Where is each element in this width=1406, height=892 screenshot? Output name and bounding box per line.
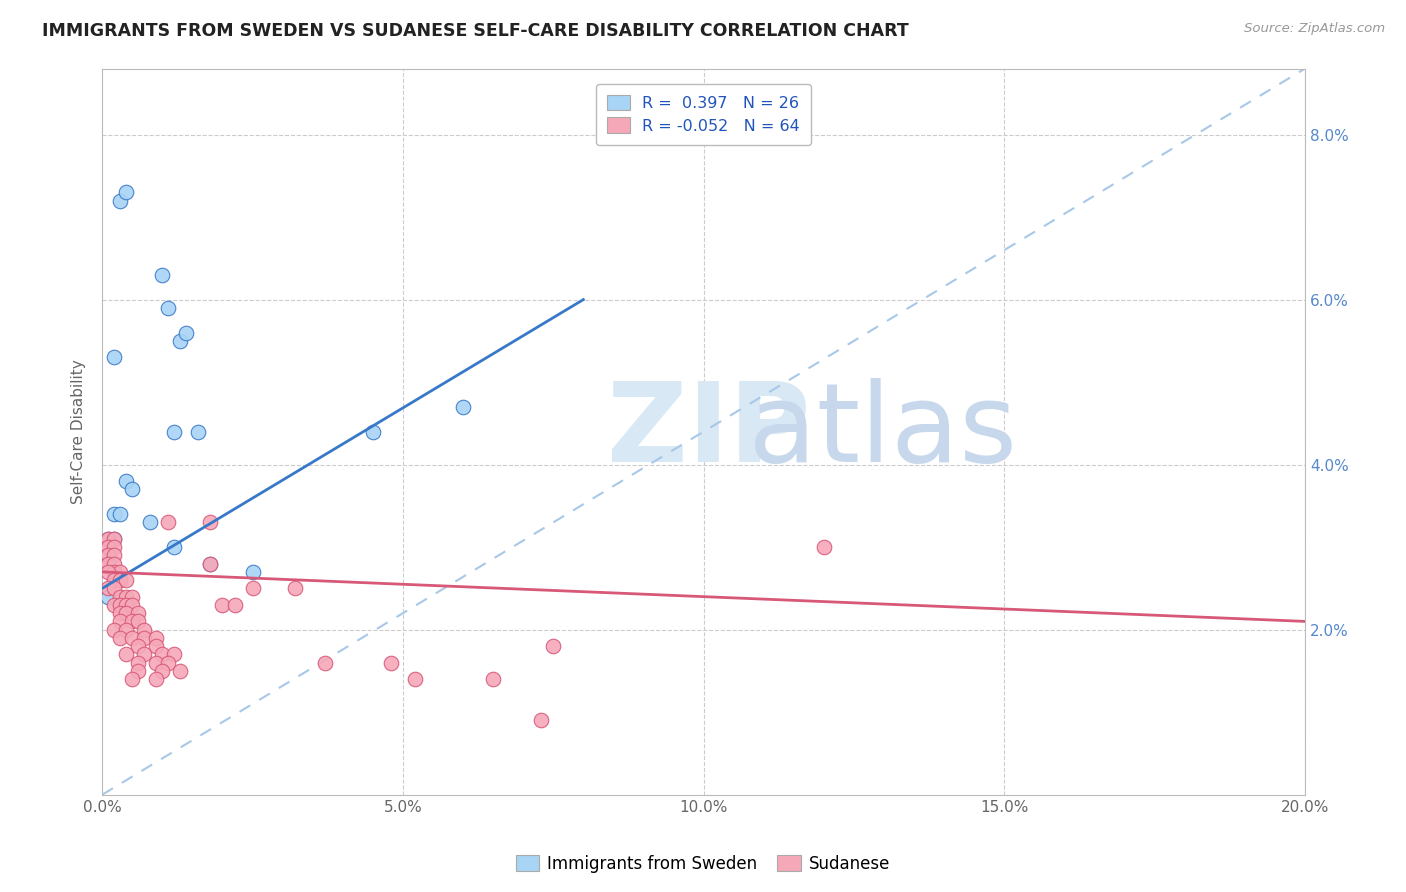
- Point: [103, 582, 125, 596]
- Point: [115, 648, 138, 662]
- Point: [110, 565, 132, 579]
- Point: [530, 714, 553, 728]
- Point: [242, 582, 264, 596]
- Text: IMMIGRANTS FROM SWEDEN VS SUDANESE SELF-CARE DISABILITY CORRELATION CHART: IMMIGRANTS FROM SWEDEN VS SUDANESE SELF-…: [42, 22, 908, 40]
- Point: [115, 474, 138, 488]
- Point: [97, 557, 120, 571]
- Point: [97, 532, 120, 546]
- Point: [163, 425, 186, 439]
- Point: [110, 598, 132, 612]
- Point: [121, 590, 143, 604]
- Point: [115, 186, 138, 200]
- Point: [127, 656, 149, 670]
- Point: [200, 557, 222, 571]
- Point: [200, 557, 222, 571]
- Point: [127, 615, 149, 629]
- Point: [121, 483, 143, 497]
- Point: [145, 631, 167, 645]
- Point: [110, 631, 132, 645]
- Point: [145, 656, 167, 670]
- Point: [145, 672, 167, 686]
- Point: [145, 639, 167, 653]
- Point: [157, 301, 180, 315]
- Point: [103, 623, 125, 637]
- Point: [97, 557, 120, 571]
- Text: ZIP: ZIP: [607, 378, 811, 485]
- Point: [451, 400, 474, 414]
- Point: [110, 590, 132, 604]
- Point: [121, 672, 143, 686]
- Point: [127, 664, 149, 678]
- Point: [115, 598, 138, 612]
- Point: [813, 540, 835, 554]
- Point: [121, 615, 143, 629]
- Point: [361, 425, 384, 439]
- Text: atlas: atlas: [607, 378, 1018, 485]
- Legend: Immigrants from Sweden, Sudanese: Immigrants from Sweden, Sudanese: [509, 848, 897, 880]
- Point: [127, 606, 149, 620]
- Point: [121, 598, 143, 612]
- Point: [115, 606, 138, 620]
- Point: [314, 656, 336, 670]
- Point: [134, 623, 156, 637]
- Point: [110, 507, 132, 521]
- Point: [200, 516, 222, 530]
- Point: [187, 425, 209, 439]
- Point: [163, 540, 186, 554]
- Point: [150, 648, 173, 662]
- Point: [97, 582, 120, 596]
- Point: [127, 639, 149, 653]
- Point: [97, 565, 120, 579]
- Point: [110, 573, 132, 587]
- Point: [103, 557, 125, 571]
- Point: [103, 549, 125, 563]
- Point: [103, 532, 125, 546]
- Text: Source: ZipAtlas.com: Source: ZipAtlas.com: [1244, 22, 1385, 36]
- Point: [97, 549, 120, 563]
- Point: [211, 598, 233, 612]
- Point: [115, 623, 138, 637]
- Point: [97, 590, 120, 604]
- Point: [150, 664, 173, 678]
- Point: [115, 590, 138, 604]
- Point: [97, 532, 120, 546]
- Point: [110, 598, 132, 612]
- Point: [134, 631, 156, 645]
- Point: [224, 598, 246, 612]
- Point: [110, 606, 132, 620]
- Point: [103, 598, 125, 612]
- Point: [103, 507, 125, 521]
- Point: [380, 656, 402, 670]
- Point: [97, 549, 120, 563]
- Point: [134, 648, 156, 662]
- Point: [103, 351, 125, 365]
- Point: [110, 194, 132, 208]
- Point: [176, 326, 198, 340]
- Point: [482, 672, 505, 686]
- Point: [169, 334, 191, 348]
- Point: [543, 639, 565, 653]
- Point: [404, 672, 426, 686]
- Point: [157, 656, 180, 670]
- Point: [103, 532, 125, 546]
- Legend: R =  0.397   N = 26, R = -0.052   N = 64: R = 0.397 N = 26, R = -0.052 N = 64: [596, 84, 811, 145]
- Point: [103, 573, 125, 587]
- Point: [242, 565, 264, 579]
- Point: [157, 516, 180, 530]
- Point: [103, 540, 125, 554]
- Point: [103, 565, 125, 579]
- Point: [284, 582, 307, 596]
- Point: [121, 631, 143, 645]
- Point: [150, 268, 173, 282]
- Point: [115, 573, 138, 587]
- Y-axis label: Self-Care Disability: Self-Care Disability: [72, 359, 86, 504]
- Point: [163, 648, 186, 662]
- Point: [139, 516, 162, 530]
- Point: [97, 540, 120, 554]
- Point: [169, 664, 191, 678]
- Point: [103, 565, 125, 579]
- Point: [110, 615, 132, 629]
